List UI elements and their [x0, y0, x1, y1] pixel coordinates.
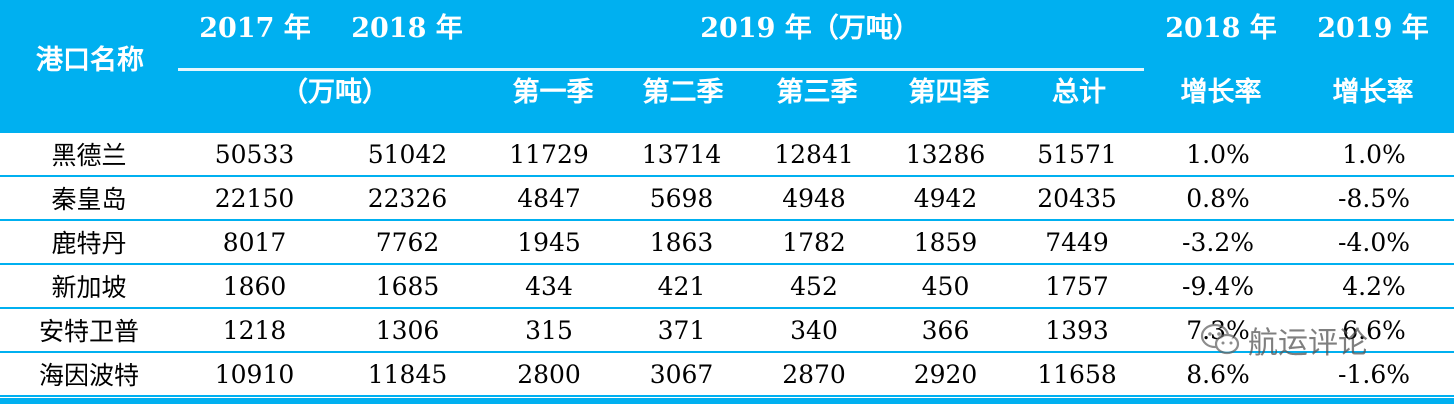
cell-q2: 1863	[614, 220, 749, 265]
cell-total: 1757	[1012, 264, 1142, 309]
cell-q3: 340	[749, 308, 879, 353]
watermark-text: 航运评论	[1248, 326, 1368, 361]
header-port-name: 港口名称	[36, 45, 144, 76]
cell-total: 7449	[1012, 220, 1142, 265]
cell-y2018: 11845	[331, 352, 484, 397]
cell-q1: 1945	[484, 220, 614, 265]
table-header: 港口名称 2017 年 2018 年 （万吨） 2019 年（万吨） 第一季 第…	[0, 0, 1454, 133]
cell-q2: 421	[614, 264, 749, 309]
header-divider	[178, 68, 1144, 71]
table-row: 新加坡 1860 1685 434 421 452 450 1757 -9.4% 4.2%	[0, 264, 1454, 309]
cell-port: 安特卫普	[0, 308, 178, 353]
cell-port: 海因波特	[0, 352, 178, 397]
cell-q1: 315	[484, 308, 614, 353]
table-row: 鹿特丹 8017 7762 1945 1863 1782 1859 7449 -3.2% -4.0…	[0, 220, 1454, 265]
table-row: 海因波特 10910 11845 2800 3067 2870 2920 11658 8.6% -…	[0, 352, 1454, 397]
cell-port: 秦皇岛	[0, 176, 178, 221]
cell-g2019: 4.2%	[1294, 264, 1454, 309]
cell-port: 黑德兰	[0, 133, 178, 177]
header-2019-group: 2019 年（万吨）	[700, 13, 920, 44]
cell-q3: 1782	[749, 220, 879, 265]
cell-y2017: 1860	[178, 264, 331, 309]
header-unit-left: （万吨）	[281, 77, 389, 108]
cell-q4: 450	[879, 264, 1012, 309]
header-2018-growth-year: 2018 年	[1165, 13, 1277, 44]
cell-y2017: 50533	[178, 133, 331, 177]
cell-q2: 371	[614, 308, 749, 353]
cell-q3: 452	[749, 264, 879, 309]
wechat-icon	[1200, 323, 1240, 355]
cell-g2019: -4.0%	[1294, 220, 1454, 265]
table-row: 秦皇岛 22150 22326 4847 5698 4948 4942 20435 0.8% -8…	[0, 176, 1454, 221]
cell-y2018: 1306	[331, 308, 484, 353]
header-2018-growth-label: 增长率	[1180, 77, 1262, 108]
cell-q1: 434	[484, 264, 614, 309]
cell-q4: 13286	[879, 133, 1012, 177]
cell-total: 51571	[1012, 133, 1142, 177]
cell-total: 1393	[1012, 308, 1142, 353]
cell-g2018: 8.6%	[1142, 352, 1294, 397]
cell-q1: 4847	[484, 176, 614, 221]
cell-port: 新加坡	[0, 264, 178, 309]
cell-y2017: 10910	[178, 352, 331, 397]
cell-q4: 4942	[879, 176, 1012, 221]
header-q2: 第二季	[642, 77, 724, 108]
cell-y2017: 8017	[178, 220, 331, 265]
cell-q3: 2870	[749, 352, 879, 397]
cell-q4: 1859	[879, 220, 1012, 265]
bottom-rule	[0, 398, 1454, 404]
header-total: 总计	[1052, 77, 1106, 108]
header-2018: 2018 年	[351, 13, 463, 44]
cell-q2: 13714	[614, 133, 749, 177]
watermark: 航运评论	[1200, 318, 1420, 362]
cell-y2017: 22150	[178, 176, 331, 221]
cell-g2019: 6.6%	[1294, 308, 1454, 353]
cell-g2018: -3.2%	[1142, 220, 1294, 265]
cell-q2: 3067	[614, 352, 749, 397]
table-row: 黑德兰 50533 51042 11729 13714 12841 13286 51571 1.…	[0, 133, 1454, 177]
cell-y2018: 51042	[331, 133, 484, 177]
cell-q3: 4948	[749, 176, 879, 221]
cell-total: 11658	[1012, 352, 1142, 397]
cell-g2019: -8.5%	[1294, 176, 1454, 221]
table-body: 黑德兰 50533 51042 11729 13714 12841 13286 51571 1.…	[0, 133, 1454, 397]
cell-g2019: 1.0%	[1294, 133, 1454, 177]
header-2017: 2017 年	[199, 13, 311, 44]
header-q1: 第一季	[512, 77, 594, 108]
cell-g2018: 1.0%	[1142, 133, 1294, 177]
cell-y2018: 22326	[331, 176, 484, 221]
cell-total: 20435	[1012, 176, 1142, 221]
header-q4: 第四季	[908, 77, 990, 108]
cell-y2017: 1218	[178, 308, 331, 353]
cell-g2018: 0.8%	[1142, 176, 1294, 221]
cell-g2019: -1.6%	[1294, 352, 1454, 397]
cell-q3: 12841	[749, 133, 879, 177]
cell-q4: 2920	[879, 352, 1012, 397]
cell-q4: 366	[879, 308, 1012, 353]
cell-y2018: 7762	[331, 220, 484, 265]
header-2019-growth-label: 增长率	[1332, 77, 1414, 108]
cell-q1: 2800	[484, 352, 614, 397]
cell-g2018: -9.4%	[1142, 264, 1294, 309]
cell-q2: 5698	[614, 176, 749, 221]
cell-q1: 11729	[484, 133, 614, 177]
header-q3: 第三季	[776, 77, 858, 108]
table-row: 安特卫普 1218 1306 315 371 340 366 1393 7.3% 6.6%	[0, 308, 1454, 353]
cell-y2018: 1685	[331, 264, 484, 309]
cell-port: 鹿特丹	[0, 220, 178, 265]
header-2019-growth-year: 2019 年	[1317, 13, 1429, 44]
